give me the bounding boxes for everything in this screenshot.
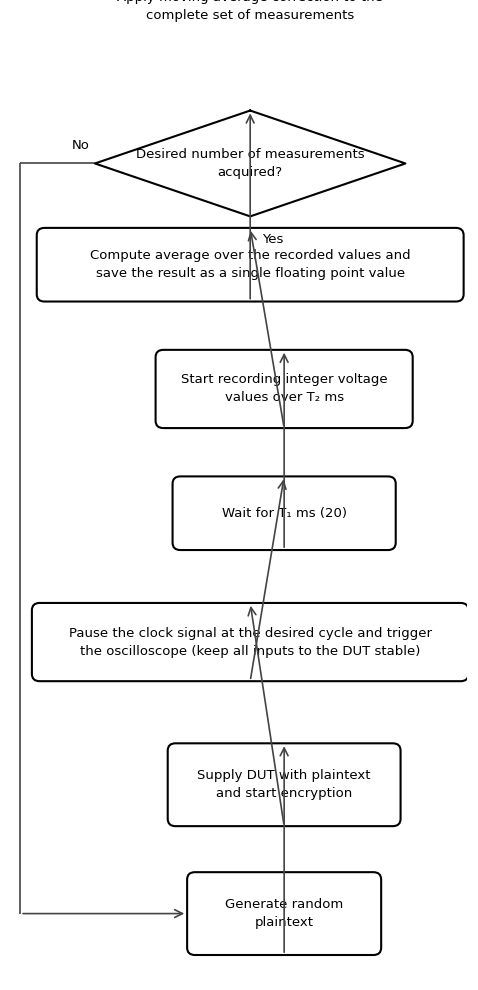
Text: Start recording integer voltage
values over T₂ ms: Start recording integer voltage values o… [181,373,388,405]
Text: Supply DUT with plaintext
and start encryption: Supply DUT with plaintext and start encr… [197,769,371,800]
FancyBboxPatch shape [173,476,396,550]
Text: Yes: Yes [262,233,283,246]
Text: Compute average over the recorded values and
save the result as a single floatin: Compute average over the recorded values… [90,249,411,280]
Polygon shape [95,111,405,217]
Text: Pause the clock signal at the desired cycle and trigger
the oscilloscope (keep a: Pause the clock signal at the desired cy… [69,627,432,657]
Text: Apply moving average correction to the
complete set of measurements: Apply moving average correction to the c… [117,0,383,23]
FancyBboxPatch shape [168,743,401,826]
Text: No: No [72,140,90,152]
FancyBboxPatch shape [187,872,381,955]
Text: Desired number of measurements
acquired?: Desired number of measurements acquired? [136,148,365,179]
Text: Wait for T₁ ms (20): Wait for T₁ ms (20) [222,507,347,520]
FancyBboxPatch shape [37,228,464,302]
FancyBboxPatch shape [155,349,413,428]
FancyBboxPatch shape [71,0,430,49]
Text: Generate random
plaintext: Generate random plaintext [225,898,343,929]
FancyBboxPatch shape [32,603,468,681]
